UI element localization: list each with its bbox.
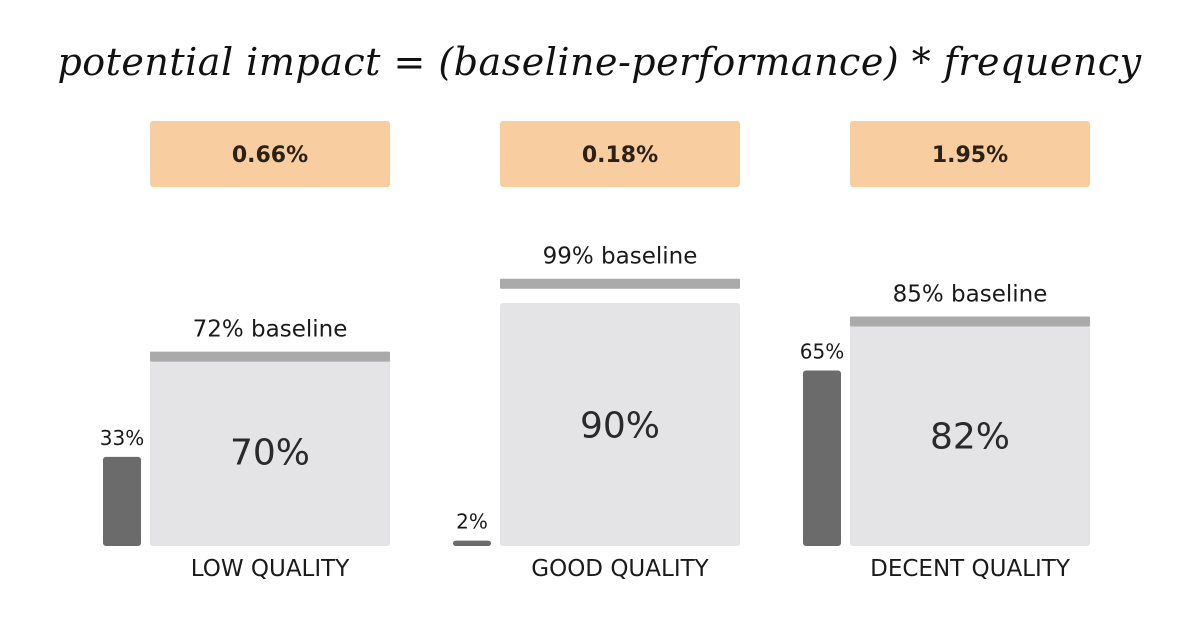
- impact-box-1: [500, 121, 740, 187]
- impact-value-2: 1.95%: [932, 143, 1008, 168]
- performance-box-2: [850, 324, 1090, 546]
- frequency-bar-2: [803, 370, 841, 546]
- performance-box-1: [500, 303, 740, 546]
- formula-title: potential impact = (baseline-performance…: [57, 40, 1142, 84]
- baseline-label-1: 99% baseline: [543, 244, 698, 270]
- frequency-label-0: 33%: [100, 426, 144, 450]
- impact-value-1: 0.18%: [582, 143, 658, 168]
- baseline-bar-1: [500, 278, 740, 289]
- performance-label-2: 82%: [930, 416, 1010, 457]
- frequency-label-1: 2%: [456, 510, 488, 534]
- frequency-bar-1: [453, 540, 491, 546]
- impact-value-0: 0.66%: [232, 143, 308, 168]
- performance-label-0: 70%: [230, 433, 310, 474]
- performance-label-1: 90%: [580, 406, 660, 447]
- baseline-label-0: 72% baseline: [193, 317, 348, 343]
- category-label-0: LOW QUALITY: [191, 556, 350, 582]
- category-label-1: GOOD QUALITY: [531, 556, 709, 582]
- impact-box-0: [150, 121, 390, 187]
- performance-box-0: [150, 357, 390, 546]
- frequency-label-2: 65%: [800, 340, 844, 364]
- baseline-label-2: 85% baseline: [893, 282, 1048, 308]
- baseline-bar-0: [150, 351, 390, 362]
- baseline-bar-2: [850, 316, 1090, 327]
- impact-box-2: [850, 121, 1090, 187]
- frequency-bar-0: [103, 456, 141, 546]
- category-label-2: DECENT QUALITY: [870, 556, 1071, 582]
